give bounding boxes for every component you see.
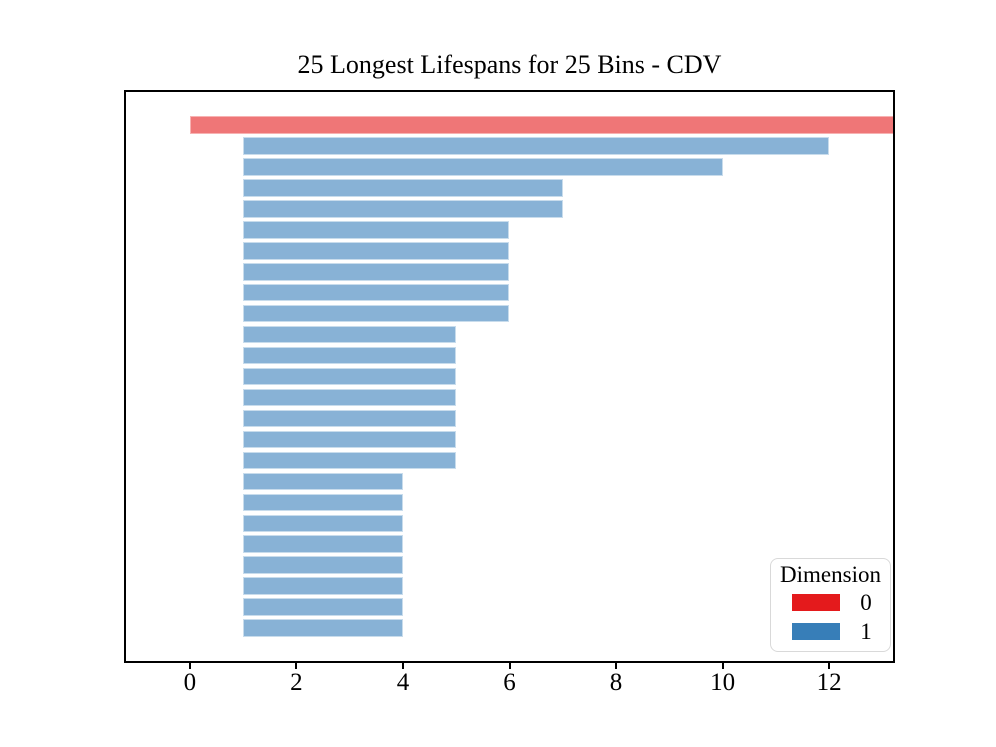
bar-dim1	[243, 346, 457, 365]
bar-dim1	[243, 367, 457, 386]
bar-dim1	[243, 388, 457, 407]
bar-dim1	[243, 242, 510, 260]
bar-dim1	[243, 137, 830, 155]
bar-dim1	[243, 158, 723, 176]
bar-dim1	[243, 200, 563, 218]
bar-dim1	[243, 430, 457, 449]
x-tick	[721, 663, 724, 669]
bar-dim1	[243, 283, 510, 302]
legend-label-dim1: 1	[860, 618, 872, 644]
bar-dim1	[243, 451, 457, 470]
x-tick	[828, 663, 831, 669]
x-tick-label: 4	[396, 669, 410, 696]
bar-dim1	[243, 325, 457, 344]
bar-dim1	[243, 263, 510, 281]
bar-dim1	[243, 304, 510, 323]
bar-dim1	[243, 493, 403, 511]
bar-dim1	[243, 577, 403, 595]
bar-dim1	[243, 221, 510, 239]
bar-dim1	[243, 619, 403, 637]
legend-title: Dimension	[780, 562, 881, 587]
legend-swatch-dim1-icon	[792, 623, 840, 640]
bar-dim1	[243, 472, 403, 490]
bar-dim1	[243, 514, 403, 532]
bar-dim1	[243, 179, 563, 197]
legend-entry-dim1: 1	[771, 617, 890, 646]
bar-dim1	[243, 535, 403, 553]
bar-dim1	[243, 409, 457, 428]
x-tick	[188, 663, 191, 669]
x-tick	[402, 663, 404, 669]
x-tick-label: 6	[503, 669, 516, 696]
legend-label-dim0: 0	[860, 589, 872, 615]
legend-entry-dim0: 0	[771, 588, 890, 617]
x-tick-label: 12	[816, 669, 842, 696]
x-tick-label: 2	[290, 669, 303, 696]
plot-area: Dimension 0 1	[124, 90, 895, 663]
bar-dim1	[243, 598, 403, 616]
x-tick-label: 8	[609, 669, 623, 696]
x-tick-label: 0	[183, 669, 197, 696]
x-tick	[615, 663, 617, 669]
x-tick	[508, 663, 511, 669]
legend: Dimension 0 1	[770, 558, 891, 652]
chart-title: 25 Longest Lifespans for 25 Bins - CDV	[297, 50, 722, 79]
bar-dim0	[189, 116, 893, 134]
legend-swatch-dim0-icon	[792, 594, 840, 611]
bar-dim1	[243, 556, 403, 574]
x-tick	[295, 663, 298, 669]
x-tick-label: 10	[710, 669, 736, 696]
